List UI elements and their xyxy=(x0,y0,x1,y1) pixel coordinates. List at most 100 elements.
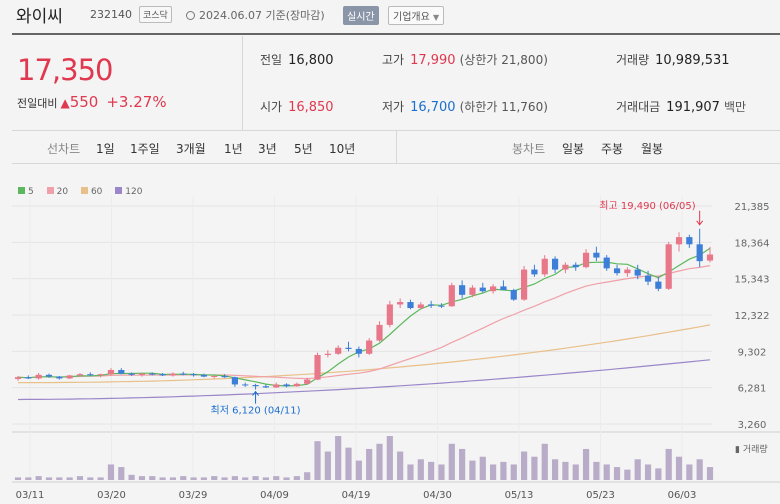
monthly-candle-tab[interactable]: 월봉 xyxy=(641,142,664,156)
candle-body xyxy=(324,353,331,355)
volume-bar xyxy=(603,464,610,480)
candle-body xyxy=(428,304,435,306)
y-tick-label: 21,385 xyxy=(735,202,770,213)
ma20-line xyxy=(17,265,711,380)
volume-bar xyxy=(675,456,683,480)
period-5y[interactable]: 5년 xyxy=(294,142,313,156)
high-value: 17,990 xyxy=(410,53,456,68)
chevron-down-icon: ▼ xyxy=(433,13,440,22)
daily-candle-tab[interactable]: 일봉 xyxy=(562,142,585,156)
volume-value: 10,989,531 xyxy=(655,53,730,68)
current-price-box: 17,350 전일대비 ▲550 +3.27% xyxy=(12,35,242,130)
market-badge: 코스닥 xyxy=(139,6,172,23)
volume-bar xyxy=(624,469,631,480)
current-price: 17,350 xyxy=(17,53,113,87)
candle-body xyxy=(644,275,652,282)
volume-bar xyxy=(613,467,621,480)
legend-label: 20 xyxy=(56,187,69,197)
candle-body xyxy=(180,373,187,375)
volume-bar xyxy=(169,477,177,480)
y-tick-label: 9,302 xyxy=(738,347,767,358)
period-10y[interactable]: 10년 xyxy=(329,142,356,156)
candle-body xyxy=(200,374,208,377)
candle-body xyxy=(490,286,497,292)
x-tick-label: 04/19 xyxy=(342,490,371,501)
volume-bar xyxy=(97,477,104,480)
stock-name: 와이씨 xyxy=(16,7,63,27)
change-amount: 550 xyxy=(69,93,99,111)
volume-bar xyxy=(500,461,507,480)
x-tick-label: 05/13 xyxy=(505,490,534,501)
candle-body xyxy=(613,268,621,274)
volume-bar xyxy=(397,451,404,480)
low-label: 저가 xyxy=(382,100,405,114)
candle-body xyxy=(97,374,104,376)
volume-bar xyxy=(35,476,42,480)
volume-bar xyxy=(582,448,590,480)
volume-bar xyxy=(407,464,414,480)
y-tick-label: 18,364 xyxy=(735,238,770,249)
header-divider xyxy=(12,33,780,35)
candle-body xyxy=(479,287,486,292)
realtime-button[interactable]: 실시간 xyxy=(343,6,379,25)
candle-body xyxy=(541,258,548,275)
candle-chart-button[interactable]: 봉차트 xyxy=(512,142,546,156)
ma60-line xyxy=(18,324,711,384)
volume-bar xyxy=(706,467,714,480)
volume-bar xyxy=(428,461,435,480)
toolbar-divider xyxy=(396,131,397,163)
line-chart-button[interactable]: 선차트 xyxy=(47,142,81,156)
candle-body xyxy=(190,374,197,376)
volume-bar xyxy=(252,476,259,480)
period-1d[interactable]: 1일 xyxy=(96,142,115,156)
stock-chart[interactable]: 21,385 18,364 15,343 12,322 9,302 6,281 3,260 0… xyxy=(0,164,780,504)
legend-label: 60 xyxy=(90,187,103,197)
y-tick-label: 15,343 xyxy=(735,275,770,286)
volume-bar xyxy=(200,477,208,480)
corp-info-dropdown[interactable]: 기업개요 ▼ xyxy=(388,6,445,25)
period-3m[interactable]: 3개월 xyxy=(176,142,206,156)
change-label: 전일대비 xyxy=(17,97,58,110)
candle-body xyxy=(345,347,352,349)
volume-bar xyxy=(335,436,342,480)
period-1w[interactable]: 1주일 xyxy=(130,142,160,156)
volume-bar xyxy=(562,461,569,480)
volume-bar xyxy=(283,477,290,480)
volume-bar xyxy=(417,459,424,480)
period-3y[interactable]: 3년 xyxy=(258,142,277,156)
volume-bar xyxy=(118,467,125,480)
volume-bar xyxy=(221,477,228,480)
volume-bar xyxy=(304,472,311,480)
volume-bar xyxy=(531,456,538,480)
legend-ma120: 120 xyxy=(115,187,142,197)
base-date: 2024.06.07 기준(장마감) xyxy=(186,7,325,23)
up-triangle-icon: ▲ xyxy=(60,96,70,110)
amount-unit: 백만 xyxy=(723,100,747,114)
volume-bar xyxy=(190,477,197,480)
x-tick-label: 03/11 xyxy=(16,490,45,501)
x-tick-label: 04/09 xyxy=(260,490,289,501)
candle-body xyxy=(211,376,218,378)
volume-bar xyxy=(572,464,579,480)
candle-body xyxy=(25,377,32,379)
stock-header: 와이씨 232140 코스닥 2024.06.07 기준(장마감) 실시간 기업… xyxy=(0,0,780,32)
high-label: 고가 xyxy=(382,53,405,67)
period-1y[interactable]: 1년 xyxy=(224,142,243,156)
volume-bar xyxy=(159,477,166,480)
candle-body xyxy=(76,374,84,376)
candle-body xyxy=(438,305,445,307)
volume-bar xyxy=(211,476,218,480)
price-change: 전일대비 ▲550 +3.27% xyxy=(17,93,167,111)
chart-toolbar: 선차트 1일 1주일 3개월 1년 3년 5년 10년 봉차트 일봉 주봉 월봉 xyxy=(12,131,780,163)
y-tick-label: 3,260 xyxy=(738,420,767,431)
volume-bar xyxy=(376,443,383,480)
candle-body xyxy=(283,384,290,387)
volume-bar xyxy=(66,477,73,480)
candle-body xyxy=(107,369,115,375)
volume-bar xyxy=(314,441,321,480)
weekly-candle-tab[interactable]: 주봉 xyxy=(601,142,624,156)
low-arrow-icon xyxy=(252,390,259,404)
candle-body xyxy=(675,237,683,245)
candle-body xyxy=(624,269,631,274)
x-tick-label: 04/30 xyxy=(423,490,452,501)
